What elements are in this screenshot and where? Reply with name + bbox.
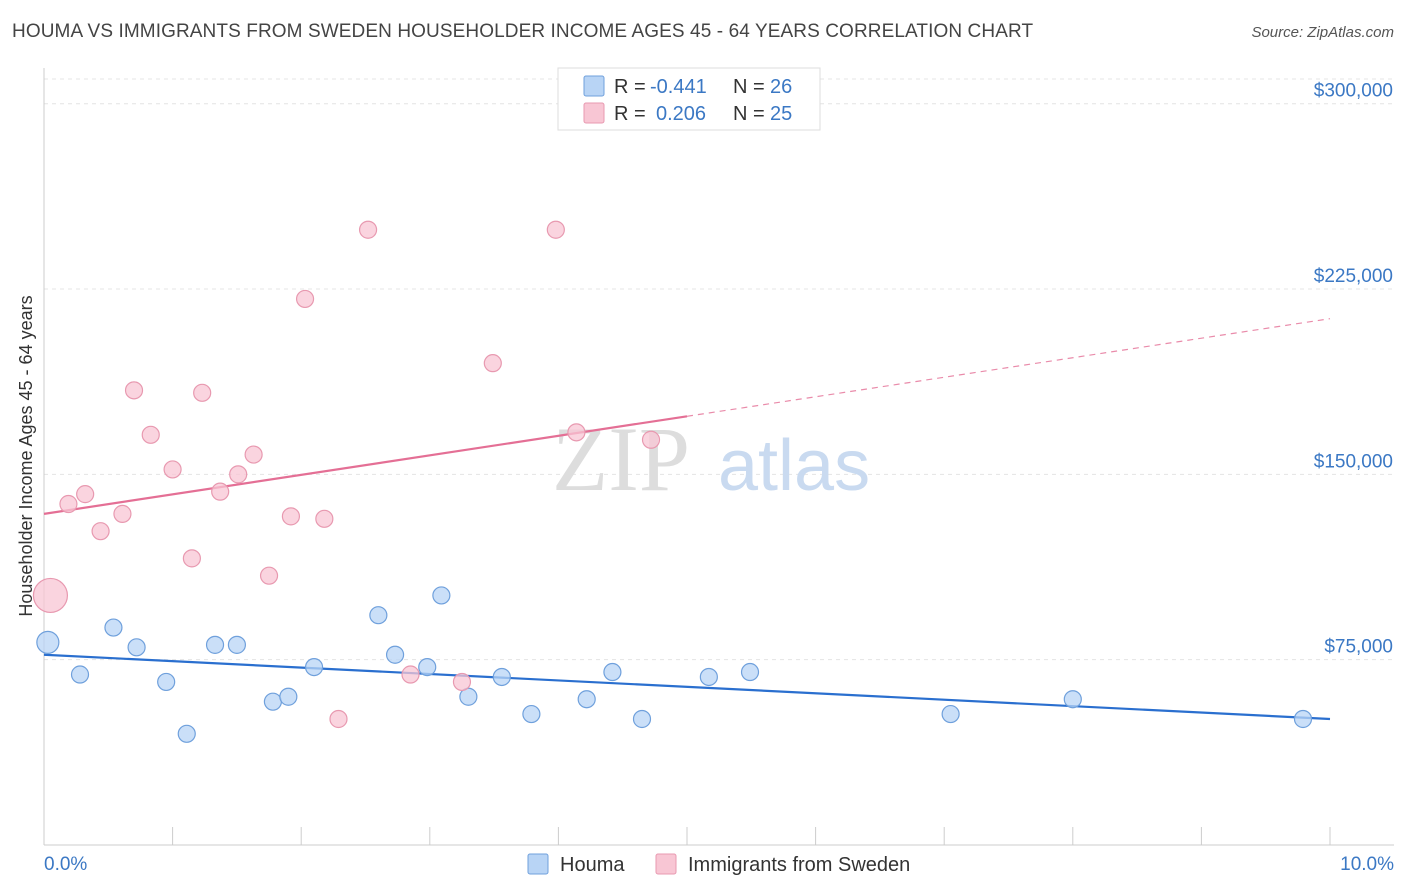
y-tick-label-3: $300,000 xyxy=(1314,81,1393,102)
sweden-point xyxy=(315,509,334,528)
sweden-point xyxy=(452,672,472,692)
houma-point xyxy=(157,672,176,692)
legend-bottom-swatch-sweden xyxy=(655,853,677,875)
houma-point xyxy=(205,635,225,654)
chart-source: Source: ZipAtlas.com xyxy=(1251,24,1394,41)
sweden-point xyxy=(141,425,160,444)
x-tick-label-min: 0.0% xyxy=(44,854,87,875)
houma-point xyxy=(1293,709,1313,729)
legend-swatch-houma xyxy=(583,75,605,97)
houma-point xyxy=(385,645,405,664)
houma-point xyxy=(127,638,146,657)
sweden-point xyxy=(259,566,279,585)
sweden-point xyxy=(182,549,201,568)
houma-point xyxy=(36,630,60,654)
houma-point xyxy=(369,606,388,625)
sweden-point xyxy=(329,709,348,729)
sweden-point xyxy=(91,522,110,541)
sweden-point xyxy=(546,220,565,239)
houma-point xyxy=(304,657,324,677)
legend-n-label-houma: N = xyxy=(733,76,765,98)
houma-point xyxy=(177,724,196,743)
houma-point xyxy=(263,692,283,711)
houma-point xyxy=(740,662,760,682)
houma-point xyxy=(1063,690,1082,709)
houma-point xyxy=(603,662,622,682)
houma-point xyxy=(104,618,123,637)
houma-point xyxy=(418,657,437,677)
trend-line-0 xyxy=(43,653,1331,721)
x-tick-label-max: 10.0% xyxy=(1340,854,1394,875)
trend-line-extension-1 xyxy=(686,318,1331,417)
sweden-point xyxy=(124,381,144,400)
houma-point xyxy=(522,704,541,724)
watermark: ZIP atlas xyxy=(552,408,870,510)
sweden-point xyxy=(113,504,132,523)
sweden-point xyxy=(76,485,95,504)
sweden-point xyxy=(358,220,378,239)
houma-point xyxy=(699,667,718,687)
houma-point xyxy=(577,690,596,709)
sweden-point xyxy=(59,494,78,514)
y-axis-label: Householder Income Ages 45 - 64 years xyxy=(16,295,36,616)
trend-lines xyxy=(43,318,1331,721)
axes xyxy=(43,68,1394,846)
houma-point xyxy=(632,709,652,729)
sweden-point xyxy=(193,383,212,402)
legend-n-value-sweden: 25 xyxy=(770,103,792,125)
legend-bottom-swatch-houma xyxy=(527,853,549,875)
sweden-point xyxy=(244,445,263,464)
watermark-atlas: atlas xyxy=(718,426,870,506)
y-tick-label-2: $225,000 xyxy=(1314,266,1393,287)
y-tick-label-0: $75,000 xyxy=(1324,637,1393,658)
sweden-point xyxy=(229,465,248,484)
legend-r-value-houma: -0.441 xyxy=(650,76,707,98)
sweden-point xyxy=(295,289,315,309)
sweden-point xyxy=(567,423,586,442)
houma-point xyxy=(227,635,246,654)
legend-r-label-sweden: R = xyxy=(614,103,646,125)
sweden-point xyxy=(163,460,182,479)
legend-top: R = -0.441 N = 26 R = 0.206 N = 25 xyxy=(557,67,821,131)
y-tick-labels: $75,000 $150,000 $225,000 $300,000 xyxy=(1314,81,1393,658)
legend-bottom-label-sweden: Immigrants from Sweden xyxy=(688,854,910,876)
sweden-point xyxy=(483,354,502,373)
legend-n-label-sweden: N = xyxy=(733,103,765,125)
houma-point xyxy=(70,665,90,684)
sweden-point xyxy=(281,507,301,526)
legend-r-label-houma: R = xyxy=(614,76,646,98)
legend-r-value-sweden: 0.206 xyxy=(656,103,706,125)
houma-point xyxy=(432,586,451,605)
grid-lines xyxy=(44,78,1394,661)
legend-bottom: Houma Immigrants from Sweden xyxy=(527,853,910,876)
sweden-point xyxy=(211,482,230,501)
houma-point xyxy=(492,667,511,687)
houma-point xyxy=(279,687,298,706)
legend-bottom-label-houma: Houma xyxy=(560,854,625,876)
sweden-point xyxy=(641,430,661,449)
legend-n-value-houma: 26 xyxy=(770,76,792,98)
legend-swatch-sweden xyxy=(583,102,605,124)
sweden-point xyxy=(401,665,420,684)
y-tick-label-1: $150,000 xyxy=(1314,451,1393,472)
data-points xyxy=(32,220,1313,743)
sweden-point xyxy=(32,577,69,614)
houma-point xyxy=(941,704,960,724)
watermark-zip: ZIP xyxy=(552,408,690,510)
chart-title: HOUMA VS IMMIGRANTS FROM SWEDEN HOUSEHOL… xyxy=(12,21,1034,42)
